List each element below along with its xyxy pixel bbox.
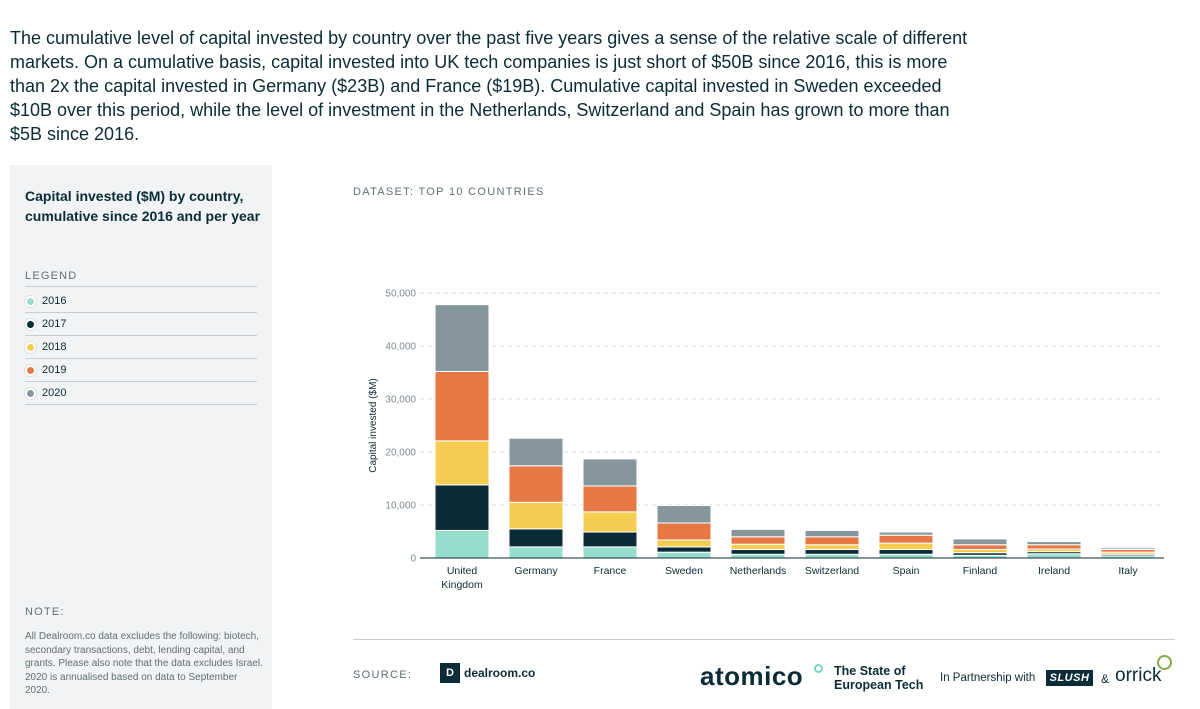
note-text: All Dealroom.co data excludes the follow… bbox=[25, 631, 263, 697]
atomico-ring-icon bbox=[814, 664, 823, 673]
y-tick-label: 20,000 bbox=[385, 448, 416, 459]
legend-swatch bbox=[25, 341, 36, 353]
bar-segment-2019 bbox=[582, 485, 638, 513]
partnership-text: In Partnership with bbox=[940, 672, 1036, 684]
x-tick-label: Germany bbox=[514, 565, 558, 577]
y-tick-label: 0 bbox=[410, 554, 416, 565]
y-axis-label: Capital invested ($M) bbox=[368, 378, 379, 472]
x-tick-label: Sweden bbox=[665, 565, 703, 577]
bar-segment-2016 bbox=[656, 551, 712, 559]
report-title-line-1: The State of bbox=[834, 664, 906, 678]
report-title: The State of European Tech bbox=[834, 664, 923, 692]
bar-segment-2019 bbox=[508, 465, 564, 503]
legend-label: 2019 bbox=[42, 364, 67, 376]
bar-segment-2018 bbox=[878, 542, 934, 551]
x-tick-label: United bbox=[447, 565, 478, 577]
bar-segment-2016 bbox=[434, 529, 490, 559]
dealroom-mark-icon: D bbox=[440, 663, 460, 683]
legend-item-2020: 2020 bbox=[25, 382, 257, 405]
legend-swatch bbox=[25, 295, 36, 307]
source-label: SOURCE: bbox=[353, 669, 413, 681]
legend-swatch bbox=[25, 364, 36, 376]
legend-heading: LEGEND bbox=[25, 270, 257, 287]
bar-segment-2017 bbox=[582, 531, 638, 548]
legend: 2016 2017 2018 2019 2020 bbox=[25, 290, 257, 405]
bar-segment-2020 bbox=[434, 304, 490, 372]
legend-swatch bbox=[25, 387, 36, 399]
bar-segment-2019 bbox=[878, 534, 934, 544]
dataset-label: DATASET: TOP 10 COUNTRIES bbox=[353, 186, 545, 198]
legend-item-2016: 2016 bbox=[25, 290, 257, 313]
y-tick-label: 50,000 bbox=[385, 289, 416, 300]
legend-label: 2020 bbox=[42, 387, 67, 399]
bar-segment-2020 bbox=[878, 531, 934, 536]
orrick-logo: orrick bbox=[1115, 665, 1162, 686]
x-tick-label: France bbox=[594, 565, 627, 577]
bar-segment-2017 bbox=[730, 549, 786, 555]
bar-segment-2019 bbox=[656, 522, 712, 541]
slush-logo: SLUSH bbox=[1046, 670, 1093, 686]
y-tick-label: 10,000 bbox=[385, 501, 416, 512]
x-tick-label: Italy bbox=[1118, 565, 1138, 577]
footer-divider bbox=[353, 639, 1175, 640]
bar-segment-2017 bbox=[878, 549, 934, 555]
legend-label: 2016 bbox=[42, 295, 67, 307]
ampersand: & bbox=[1101, 672, 1110, 686]
legend-label: 2018 bbox=[42, 341, 67, 353]
bar-segment-2020 bbox=[508, 437, 564, 467]
bar-segment-2018 bbox=[508, 501, 564, 530]
dealroom-logo: D dealroom.co bbox=[440, 663, 535, 683]
chart-sidebar: Capital invested ($M) by country, cumula… bbox=[10, 165, 272, 709]
bar-segment-2019 bbox=[952, 544, 1008, 551]
bar-segment-2019 bbox=[434, 370, 490, 442]
bar-segment-2017 bbox=[804, 549, 860, 555]
y-tick-label: 30,000 bbox=[385, 395, 416, 406]
bar-segment-2020 bbox=[656, 505, 712, 524]
legend-label: 2017 bbox=[42, 318, 67, 330]
legend-swatch bbox=[25, 318, 36, 330]
intro-paragraph: The cumulative level of capital invested… bbox=[10, 28, 968, 144]
bar-segment-2018 bbox=[434, 440, 490, 486]
orrick-ring-icon bbox=[1157, 655, 1172, 670]
bar-segment-2020 bbox=[582, 458, 638, 487]
x-tick-label: Spain bbox=[893, 565, 920, 577]
bar-segment-2020 bbox=[952, 538, 1008, 546]
bar-segment-2020 bbox=[804, 529, 860, 538]
bar-segment-2017 bbox=[508, 528, 564, 548]
bar-segment-2016 bbox=[508, 546, 564, 559]
bar-segment-2018 bbox=[730, 543, 786, 551]
bar-segment-2020 bbox=[1100, 547, 1156, 551]
x-tick-label: Kingdom bbox=[441, 579, 483, 591]
bar-segment-2020 bbox=[1026, 541, 1082, 546]
chart-title: Capital invested ($M) by country, cumula… bbox=[25, 188, 261, 224]
x-tick-label: Finland bbox=[963, 565, 998, 577]
bar-segment-2019 bbox=[730, 536, 786, 545]
bar-segment-2019 bbox=[804, 536, 860, 546]
bar-segment-2018 bbox=[656, 539, 712, 548]
bar-segment-2016 bbox=[582, 546, 638, 559]
bar-segment-2016 bbox=[730, 553, 786, 559]
bar-segment-2017 bbox=[434, 484, 490, 531]
bar-segment-2019 bbox=[1026, 544, 1082, 550]
bar-segment-2018 bbox=[582, 511, 638, 533]
bar-segment-2018 bbox=[804, 544, 860, 551]
legend-item-2019: 2019 bbox=[25, 359, 257, 382]
y-tick-label: 40,000 bbox=[385, 342, 416, 353]
x-tick-label: Switzerland bbox=[805, 565, 859, 577]
legend-item-2018: 2018 bbox=[25, 336, 257, 359]
legend-item-2017: 2017 bbox=[25, 313, 257, 336]
bar-segment-2017 bbox=[656, 546, 712, 553]
stacked-bar-chart: 0 10,000 20,000 30,000 40,000 50,000 Capital i… bbox=[368, 289, 1164, 591]
bar-segment-2016 bbox=[1026, 553, 1082, 559]
atomico-logo: atomico bbox=[700, 661, 804, 691]
note-heading: NOTE: bbox=[25, 606, 65, 618]
bar-segment-2020 bbox=[730, 528, 786, 538]
bar-segment-2016 bbox=[878, 553, 934, 559]
report-title-line-2: European Tech bbox=[834, 678, 924, 692]
x-tick-label: Ireland bbox=[1038, 565, 1070, 577]
bar-segment-2016 bbox=[804, 553, 860, 559]
dealroom-wordmark: dealroom.co bbox=[464, 666, 536, 680]
x-tick-label: Netherlands bbox=[730, 565, 787, 577]
